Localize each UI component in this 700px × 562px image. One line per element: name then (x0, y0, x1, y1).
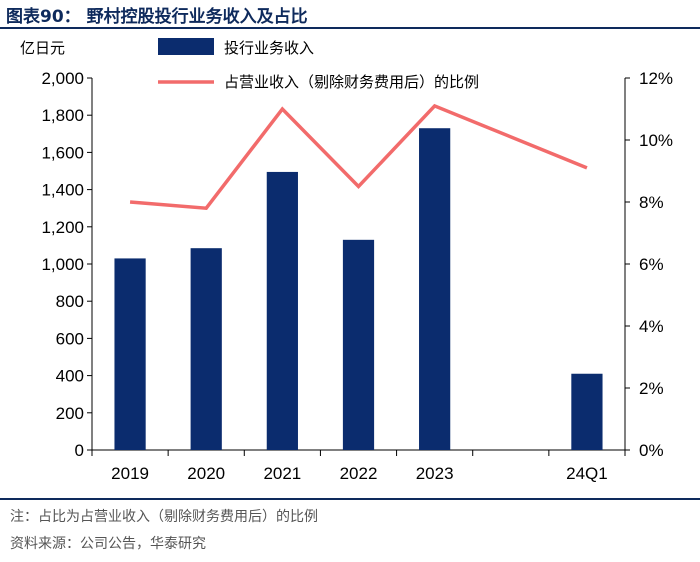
left-tick-label: 800 (56, 292, 84, 311)
bar-2022 (342, 239, 375, 450)
chart: 0 200 400 600 800 1,000 1,200 1,400 1,600 1,800 2,… (20, 38, 673, 483)
right-tick-label: 10% (639, 131, 673, 150)
left-tick-label: 0 (75, 441, 84, 460)
figure-title: 图表90： 野村控股投行业务收入及占比 (6, 7, 308, 27)
right-tick-label: 4% (639, 317, 664, 336)
left-tick-label: 1,600 (41, 143, 84, 162)
left-tick-label: 400 (56, 367, 84, 386)
source-note: 资料来源：公司公告，华泰研究 (10, 536, 206, 552)
right-tick-label: 0% (639, 441, 664, 460)
x-tick-label: 2021 (263, 464, 301, 483)
legend-line-label: 占营业收入（剔除财务费用后）的比例 (224, 73, 479, 91)
left-tick-label: 600 (56, 329, 84, 348)
left-tick-label: 2,000 (41, 69, 84, 88)
x-tick-label: 2019 (111, 464, 149, 483)
right-tick-label: 12% (639, 69, 673, 88)
left-axis-unit: 亿日元 (20, 39, 65, 57)
legend-bar-label: 投行业务收入 (224, 39, 314, 57)
bar-24Q1 (571, 373, 603, 450)
bar-2023 (419, 128, 451, 450)
right-tick-label: 2% (639, 379, 664, 398)
bar-2020 (190, 248, 222, 450)
right-tick-label: 8% (639, 193, 664, 212)
right-tick-label: 6% (639, 255, 664, 274)
footer-rule (0, 498, 700, 500)
title-rule (0, 27, 700, 29)
footnote: 注：占比为占营业收入（剔除财务费用后）的比例 (10, 509, 318, 525)
bar-2021 (266, 171, 298, 450)
left-tick-label: 200 (56, 404, 84, 423)
legend-bar-swatch (158, 38, 214, 55)
left-tick-label: 1,200 (41, 218, 84, 237)
x-tick-label: 2022 (340, 464, 378, 483)
x-tick-label: 2020 (187, 464, 225, 483)
left-tick-label: 1,400 (41, 181, 84, 200)
x-tick-label: 24Q1 (566, 464, 608, 483)
x-tick-label: 2023 (416, 464, 454, 483)
left-tick-label: 1,800 (41, 106, 84, 125)
bar-2019 (114, 258, 146, 450)
ratio-line (129, 103, 588, 211)
left-tick-label: 1,000 (41, 255, 84, 274)
